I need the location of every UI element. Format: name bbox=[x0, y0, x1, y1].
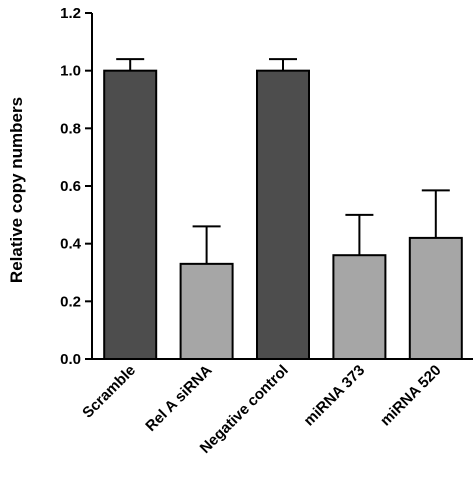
x-tick-label-3: miRNA 373 bbox=[301, 362, 369, 430]
bar-0 bbox=[103, 69, 158, 360]
y-tick-label-6: 1.2 bbox=[60, 5, 81, 22]
bars-layer bbox=[103, 69, 463, 361]
bar-2 bbox=[256, 69, 310, 360]
x-tick-label-4: miRNA 520 bbox=[377, 362, 445, 430]
y-tick-label-1: 0.2 bbox=[60, 293, 81, 310]
bar-3 bbox=[332, 254, 387, 360]
y-tick-label-5: 1.0 bbox=[60, 63, 81, 80]
y-axis-title: Relative copy numbers bbox=[7, 97, 26, 283]
bar-4 bbox=[408, 236, 463, 360]
error-bars-layer bbox=[116, 58, 450, 264]
y-axis: 0.0 0.2 0.4 0.6 0.8 1.0 1.2 bbox=[60, 5, 93, 368]
y-tick-label-2: 0.4 bbox=[60, 236, 82, 253]
x-tick-label-1: Rel A siRNA bbox=[142, 362, 215, 435]
y-tick-label-4: 0.8 bbox=[60, 120, 81, 137]
x-tick-label-0: Scramble bbox=[79, 362, 139, 422]
y-tick-label-0: 0.0 bbox=[60, 351, 81, 368]
bar-1 bbox=[179, 262, 234, 361]
y-tick-label-3: 0.6 bbox=[60, 178, 81, 195]
